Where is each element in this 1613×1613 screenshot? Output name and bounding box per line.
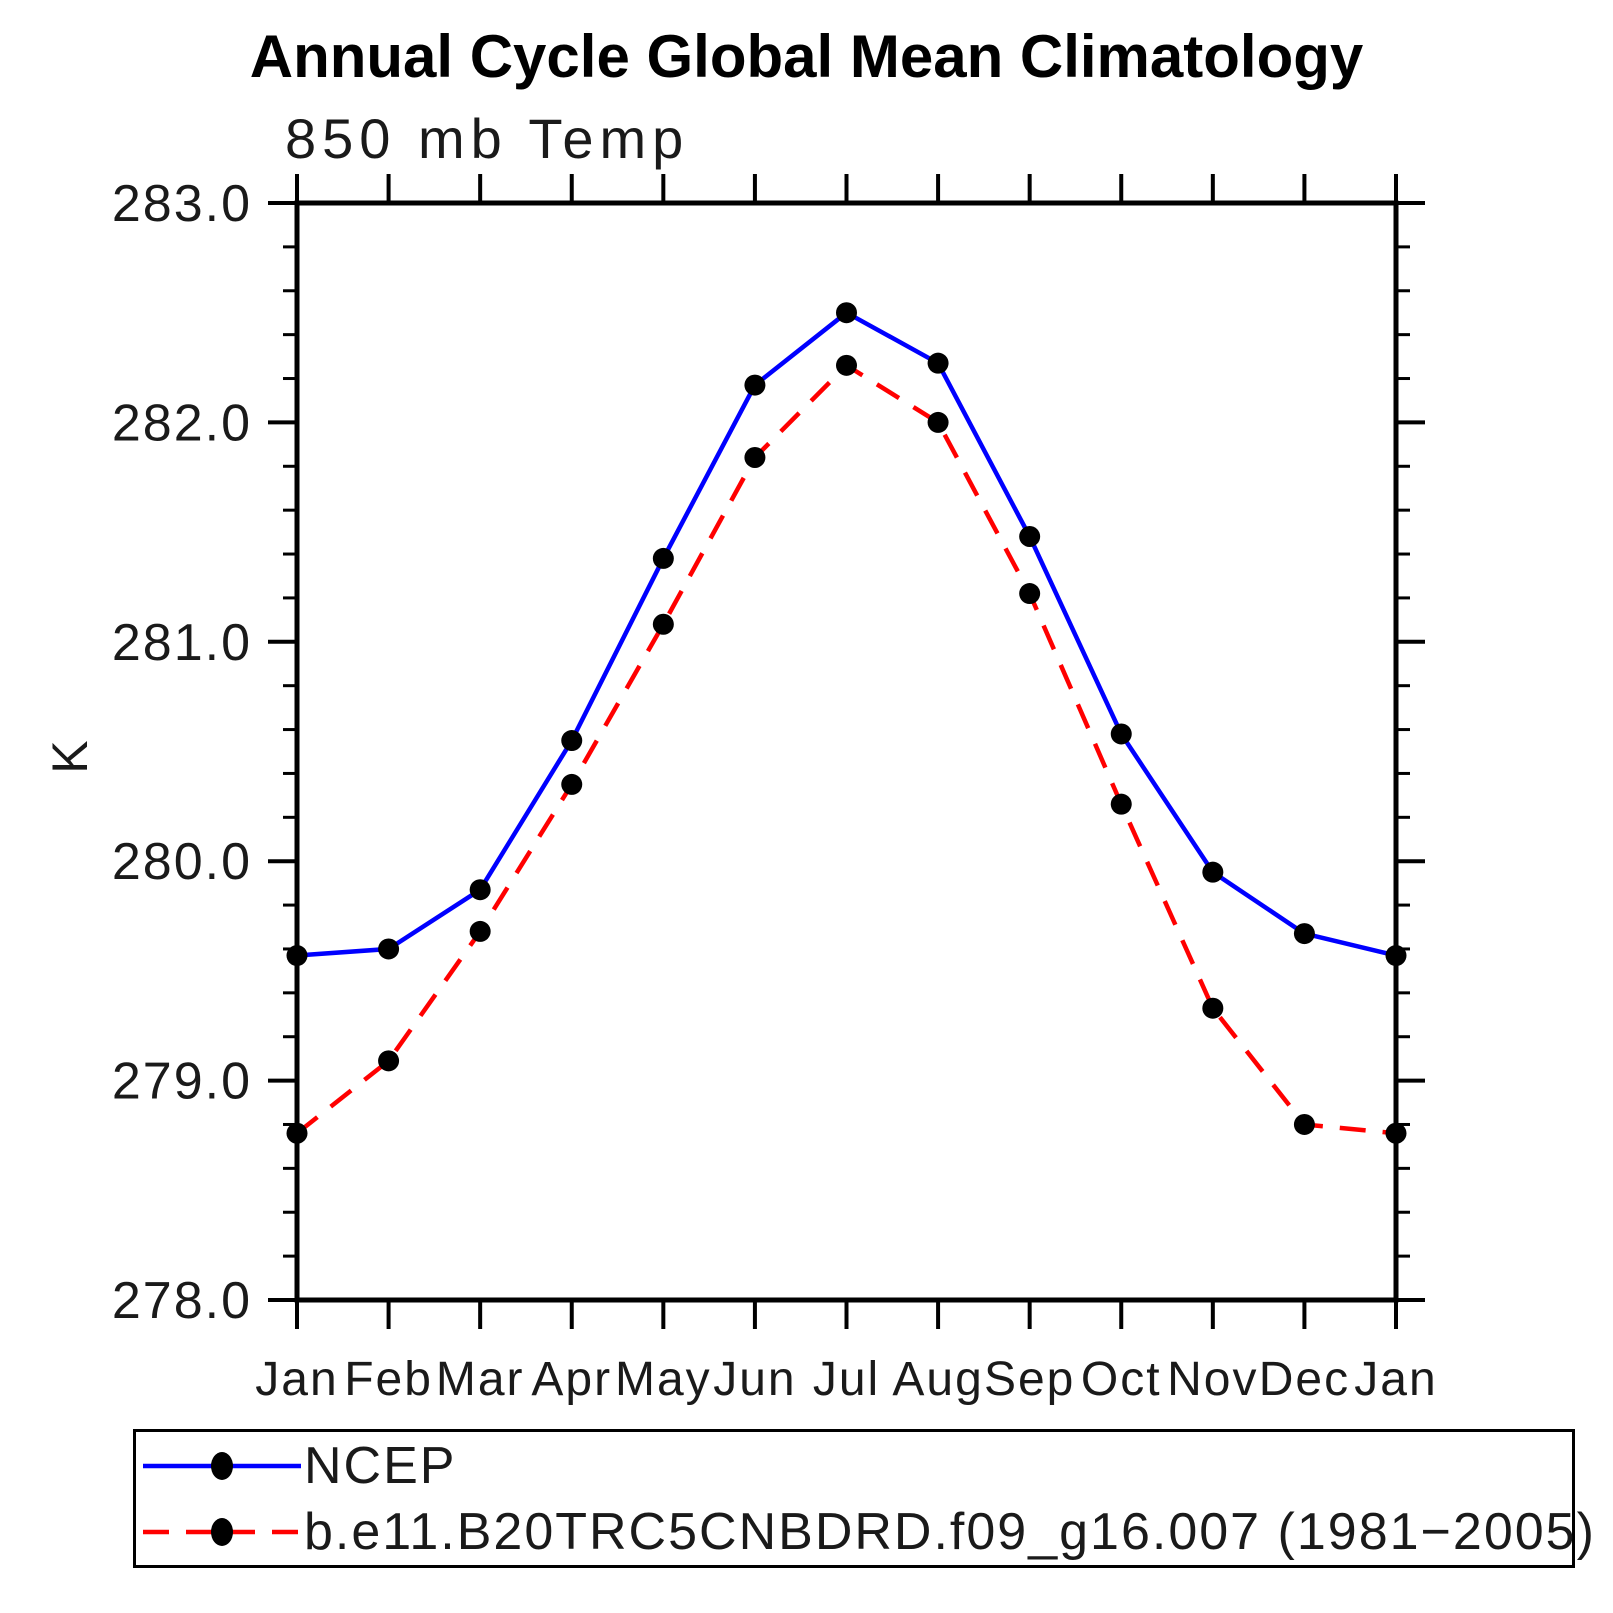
data-point-marker bbox=[1385, 945, 1407, 967]
legend-swatch-dashed-line bbox=[143, 1517, 301, 1546]
y-tick-label: 278.0 bbox=[112, 1272, 252, 1330]
x-tick-label: Dec bbox=[1259, 1353, 1350, 1406]
data-point-marker bbox=[1293, 1113, 1315, 1135]
legend-row-ncep: NCEP bbox=[140, 1437, 1572, 1495]
data-point-marker bbox=[378, 938, 400, 960]
data-point-marker bbox=[469, 879, 491, 901]
legend-swatch-solid-line bbox=[143, 1451, 301, 1480]
x-tick-label: Jan bbox=[1354, 1353, 1437, 1406]
y-tick-label: 281.0 bbox=[112, 614, 252, 672]
data-point-marker bbox=[652, 547, 674, 569]
data-point-marker bbox=[1202, 861, 1224, 883]
x-tick-label: Apr bbox=[531, 1353, 612, 1406]
x-tick-label: Jun bbox=[713, 1353, 796, 1406]
data-point-marker bbox=[652, 613, 674, 635]
x-tick-label: Feb bbox=[344, 1353, 433, 1406]
data-point-marker bbox=[927, 352, 949, 374]
x-tick-label: Aug bbox=[892, 1353, 983, 1406]
data-point-marker bbox=[378, 1050, 400, 1072]
x-tick-label: Nov bbox=[1167, 1353, 1258, 1406]
chart-subtitle: 850 mb Temp bbox=[285, 107, 690, 170]
data-point-marker bbox=[836, 302, 857, 324]
data-point-marker bbox=[1202, 997, 1224, 1019]
series-line-model bbox=[295, 363, 1397, 1136]
data-point-marker bbox=[286, 945, 308, 967]
data-point-marker bbox=[1110, 793, 1132, 815]
data-point-marker bbox=[1293, 923, 1315, 945]
legend-marker-dot bbox=[211, 1517, 233, 1546]
data-point-marker bbox=[561, 730, 583, 752]
y-tick-label: 283.0 bbox=[112, 175, 252, 233]
data-point-marker bbox=[1019, 583, 1041, 605]
data-point-marker bbox=[744, 374, 766, 396]
legend-box: NCEP b.e11.B20TRC5CNBDRD.f09_g16.007 (19… bbox=[133, 1429, 1594, 1568]
x-tick-label: May bbox=[615, 1353, 712, 1406]
legend-label-model: b.e11.B20TRC5CNBDRD.f09_g16.007 (1981−20… bbox=[304, 1502, 1596, 1561]
data-point-marker bbox=[744, 447, 766, 469]
data-point-marker bbox=[561, 773, 583, 795]
x-tick-label: Jan bbox=[255, 1353, 338, 1406]
legend-label-ncep: NCEP bbox=[304, 1436, 457, 1495]
legend-row-model: b.e11.B20TRC5CNBDRD.f09_g16.007 (1981−20… bbox=[140, 1503, 1594, 1561]
data-point-marker bbox=[1385, 1122, 1407, 1144]
y-tick-label: 280.0 bbox=[112, 833, 252, 891]
data-point-marker bbox=[1019, 525, 1041, 547]
data-point-marker bbox=[1110, 723, 1132, 745]
chart-title: Annual Cycle Global Mean Climatology bbox=[249, 23, 1364, 90]
y-tick-label: 282.0 bbox=[112, 394, 252, 452]
x-tick-label: Mar bbox=[436, 1353, 525, 1406]
legend-marker-dot bbox=[211, 1451, 233, 1480]
x-tick-label: Sep bbox=[984, 1353, 1075, 1406]
x-tick-label: Jul bbox=[813, 1353, 880, 1406]
data-point-marker bbox=[836, 354, 857, 376]
series-line-ncep bbox=[296, 310, 1397, 958]
data-point-marker bbox=[469, 920, 491, 942]
y-tick-label: 279.0 bbox=[112, 1053, 252, 1111]
x-tick-label: Oct bbox=[1081, 1353, 1162, 1406]
data-point-marker bbox=[286, 1122, 308, 1144]
plot-frame bbox=[294, 200, 1399, 1303]
data-point-marker bbox=[927, 411, 949, 433]
